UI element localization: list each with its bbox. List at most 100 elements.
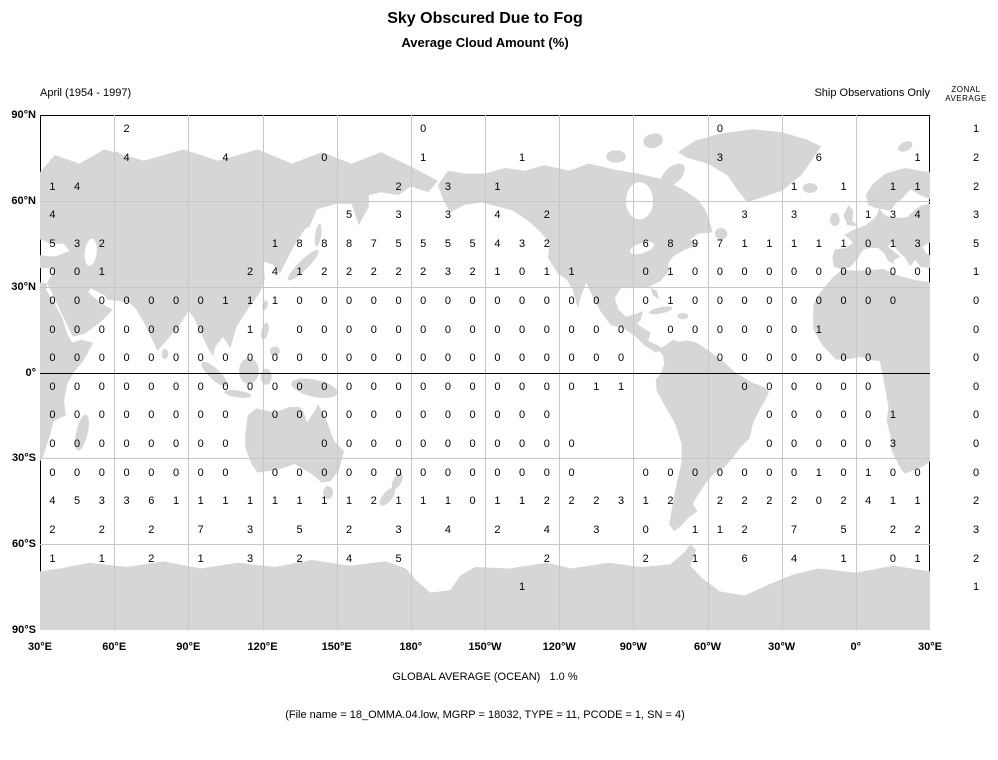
grid-value: 0 (345, 438, 353, 450)
grid-value: 0 (716, 323, 723, 336)
grid-value: 1 (247, 495, 254, 508)
grid-value: 0 (172, 295, 180, 307)
grid-value: 1 (593, 380, 600, 393)
lon-tick-label: 150°W (468, 641, 502, 653)
lat-tick-label: 90°S (12, 624, 36, 636)
grid-value: 0 (370, 323, 377, 336)
zonal-average-value: 1 (972, 123, 980, 136)
grid-value: 1 (197, 552, 204, 565)
grid-value: 0 (172, 438, 180, 450)
grid-value: 0 (865, 380, 872, 393)
grid-value: 0 (593, 295, 600, 307)
grid-value: 0 (49, 380, 56, 393)
grid-value: 3 (123, 495, 130, 508)
grid-value: 1 (840, 237, 847, 250)
grid-value: 0 (741, 466, 748, 479)
grid-value: 0 (494, 438, 501, 450)
grid-value: 0 (642, 523, 649, 536)
grid-value: 2 (247, 266, 254, 279)
lat-tick-label: 30°N (11, 280, 36, 293)
grid-value: 0 (74, 380, 81, 393)
grid-value: 0 (123, 295, 130, 307)
zonal-average-value: 3 (972, 523, 980, 536)
grid-value: 0 (444, 380, 451, 393)
grid-value: 5 (296, 523, 303, 536)
grid-value: 0 (815, 438, 822, 450)
grid-value: 3 (247, 552, 254, 565)
grid-value: 0 (865, 237, 872, 250)
zonal-average-value: 2 (972, 180, 980, 193)
grid-value: 2 (98, 237, 105, 250)
landmass-sri-lanka (161, 348, 169, 360)
grid-value: 0 (469, 438, 476, 450)
grid-value: 0 (790, 323, 798, 336)
source-label: Ship Observations Only (814, 87, 930, 99)
grid-value: 0 (519, 438, 526, 450)
zonal-average-value: 5 (972, 237, 980, 250)
grid-value: 0 (716, 123, 723, 136)
landmass-victoria-island (606, 150, 626, 163)
landmass-iceland (802, 183, 818, 193)
grid-value: 3 (395, 209, 402, 222)
grid-value: 0 (617, 352, 625, 365)
grid-value: 0 (222, 438, 229, 450)
grid-value: 0 (370, 352, 377, 365)
grid-value: 3 (395, 523, 402, 536)
grid-value: 0 (543, 409, 550, 422)
grid-value: 0 (766, 323, 773, 336)
grid-value: 1 (815, 323, 822, 336)
lat-tick-label: 60°S (12, 538, 36, 551)
grid-value: 1 (494, 495, 501, 508)
grid-value: 8 (321, 237, 328, 250)
grid-value: 0 (543, 466, 550, 479)
grid-value: 1 (914, 552, 921, 565)
grid-value: 0 (790, 266, 798, 279)
lon-tick-label: 180° (399, 641, 423, 653)
landmass-south-america (655, 339, 770, 532)
grid-value: 1 (815, 237, 822, 250)
grid-value: 0 (49, 352, 56, 365)
grid-value: 0 (49, 295, 56, 307)
grid-value: 0 (716, 266, 723, 279)
grid-value: 0 (172, 466, 180, 479)
grid-value: 3 (519, 237, 526, 250)
grid-value: 0 (568, 380, 575, 393)
grid-value: 4 (271, 266, 278, 279)
grid-value: 0 (519, 409, 526, 422)
grid-value: 2 (296, 552, 303, 565)
grid-value: 0 (766, 466, 773, 479)
grid-value: 1 (865, 209, 872, 222)
grid-value: 0 (494, 466, 501, 479)
grid-value: 0 (222, 409, 229, 422)
landmass-eurasia (40, 149, 439, 369)
grid-value: 1 (543, 266, 550, 279)
grid-value: 1 (395, 495, 402, 508)
grid-value: 0 (420, 123, 427, 136)
grid-value: 0 (395, 352, 402, 365)
grid-value: 1 (247, 295, 254, 307)
grid-value: 0 (642, 266, 649, 279)
grid-value: 0 (321, 409, 328, 422)
grid-value: 0 (74, 438, 81, 450)
grid-value: 0 (49, 266, 56, 279)
grid-value: 0 (420, 466, 427, 479)
grid-value: 2 (766, 495, 773, 508)
grid-value: 2 (741, 523, 748, 536)
grid-value: 0 (148, 323, 155, 336)
grid-value: 0 (197, 323, 204, 336)
grid-value: 8 (296, 237, 303, 250)
grid-value: 0 (469, 466, 476, 479)
grid-value: 1 (667, 295, 674, 307)
grid-value: 2 (568, 495, 575, 508)
zonal-average-value: 0 (972, 438, 980, 450)
grid-value: 0 (395, 295, 402, 307)
grid-value: 0 (790, 295, 798, 307)
grid-value: 0 (593, 352, 600, 365)
landmass-sakhalin (314, 223, 322, 247)
grid-value: 1 (296, 266, 303, 279)
grid-value: 0 (296, 466, 303, 479)
grid-value: 3 (889, 438, 896, 450)
grid-value: 0 (568, 323, 575, 336)
grid-value: 1 (840, 552, 847, 565)
grid-value: 0 (444, 323, 451, 336)
